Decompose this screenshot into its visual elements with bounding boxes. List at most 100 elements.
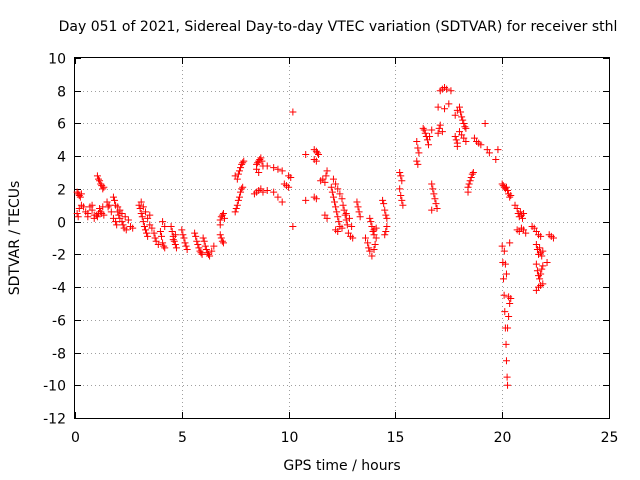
data-points <box>73 83 557 389</box>
data-point <box>160 242 168 250</box>
data-point <box>367 218 375 226</box>
data-point <box>278 167 286 175</box>
data-point <box>205 250 212 258</box>
y-tick-label: 6 <box>57 117 66 133</box>
data-point <box>141 226 149 234</box>
y-axis-tick-labels: -12 -10 -8 -6 -4 -2 0 2 4 6 8 10 <box>43 52 66 428</box>
data-point <box>312 157 320 165</box>
x-tick-label: 0 <box>71 430 80 446</box>
data-point <box>96 205 104 213</box>
data-point <box>105 201 113 209</box>
data-point <box>193 237 201 245</box>
data-point <box>426 133 434 141</box>
data-point <box>381 231 389 239</box>
data-point <box>99 185 107 193</box>
data-point <box>302 196 310 204</box>
data-point <box>73 209 81 217</box>
data-point <box>461 123 469 131</box>
y-tick-label: 2 <box>57 183 66 199</box>
data-point <box>159 218 167 226</box>
data-point <box>180 234 188 242</box>
data-point <box>458 113 466 121</box>
data-point <box>398 177 406 185</box>
data-point <box>168 227 176 235</box>
data-point <box>371 241 379 249</box>
data-point <box>370 245 378 253</box>
data-point <box>113 221 121 229</box>
data-point <box>167 223 175 231</box>
data-point <box>192 232 200 240</box>
data-point <box>354 203 362 211</box>
data-point <box>507 191 515 199</box>
data-point <box>216 231 224 239</box>
data-point <box>339 201 347 209</box>
data-point <box>312 195 320 203</box>
data-point <box>323 214 331 222</box>
data-point <box>445 100 453 108</box>
data-point <box>219 239 227 247</box>
data-point <box>235 167 243 175</box>
data-point <box>338 224 346 232</box>
data-point <box>518 214 526 222</box>
data-point <box>413 137 421 145</box>
data-point <box>396 169 404 177</box>
data-point <box>333 208 341 216</box>
data-point <box>477 141 485 149</box>
data-point <box>504 324 512 332</box>
data-point <box>413 157 421 165</box>
data-point <box>322 172 330 180</box>
data-point <box>255 169 263 177</box>
data-point <box>397 191 405 199</box>
data-point <box>532 260 540 268</box>
data-point <box>231 172 239 180</box>
data-point <box>88 201 96 209</box>
data-point <box>124 216 132 224</box>
data-point <box>368 252 376 260</box>
data-point <box>342 209 350 217</box>
data-point <box>397 172 405 180</box>
data-point <box>383 214 391 222</box>
data-point <box>506 299 514 307</box>
data-point <box>441 105 449 113</box>
data-point <box>329 193 337 201</box>
x-tick-label: 10 <box>281 430 299 446</box>
data-point <box>178 226 186 234</box>
data-point <box>74 213 82 221</box>
data-point <box>154 241 162 249</box>
data-point <box>234 196 242 204</box>
data-point <box>328 188 336 196</box>
data-point <box>274 165 282 173</box>
data-point <box>502 270 510 278</box>
data-point <box>505 313 513 321</box>
data-point <box>100 183 108 191</box>
data-point <box>198 250 206 258</box>
data-point <box>137 209 145 217</box>
data-point <box>233 201 241 209</box>
data-point <box>119 221 127 229</box>
data-point <box>369 227 377 235</box>
data-point <box>138 213 146 221</box>
data-point <box>121 213 129 221</box>
data-point <box>107 208 115 216</box>
data-point <box>237 188 245 196</box>
data-point <box>380 200 388 208</box>
data-point <box>516 208 524 216</box>
data-point <box>451 133 459 141</box>
data-point <box>537 232 545 240</box>
data-point <box>460 119 468 127</box>
data-point <box>270 164 278 172</box>
data-point <box>216 221 224 229</box>
data-point <box>356 213 364 221</box>
data-point <box>502 357 510 365</box>
data-point <box>492 155 500 163</box>
data-point <box>494 146 502 154</box>
data-point <box>502 183 510 191</box>
data-point <box>398 196 406 204</box>
data-point <box>434 129 442 137</box>
data-point <box>141 208 149 216</box>
data-point <box>170 237 178 245</box>
data-point <box>338 195 346 203</box>
data-point <box>435 124 443 132</box>
data-point <box>97 208 105 216</box>
